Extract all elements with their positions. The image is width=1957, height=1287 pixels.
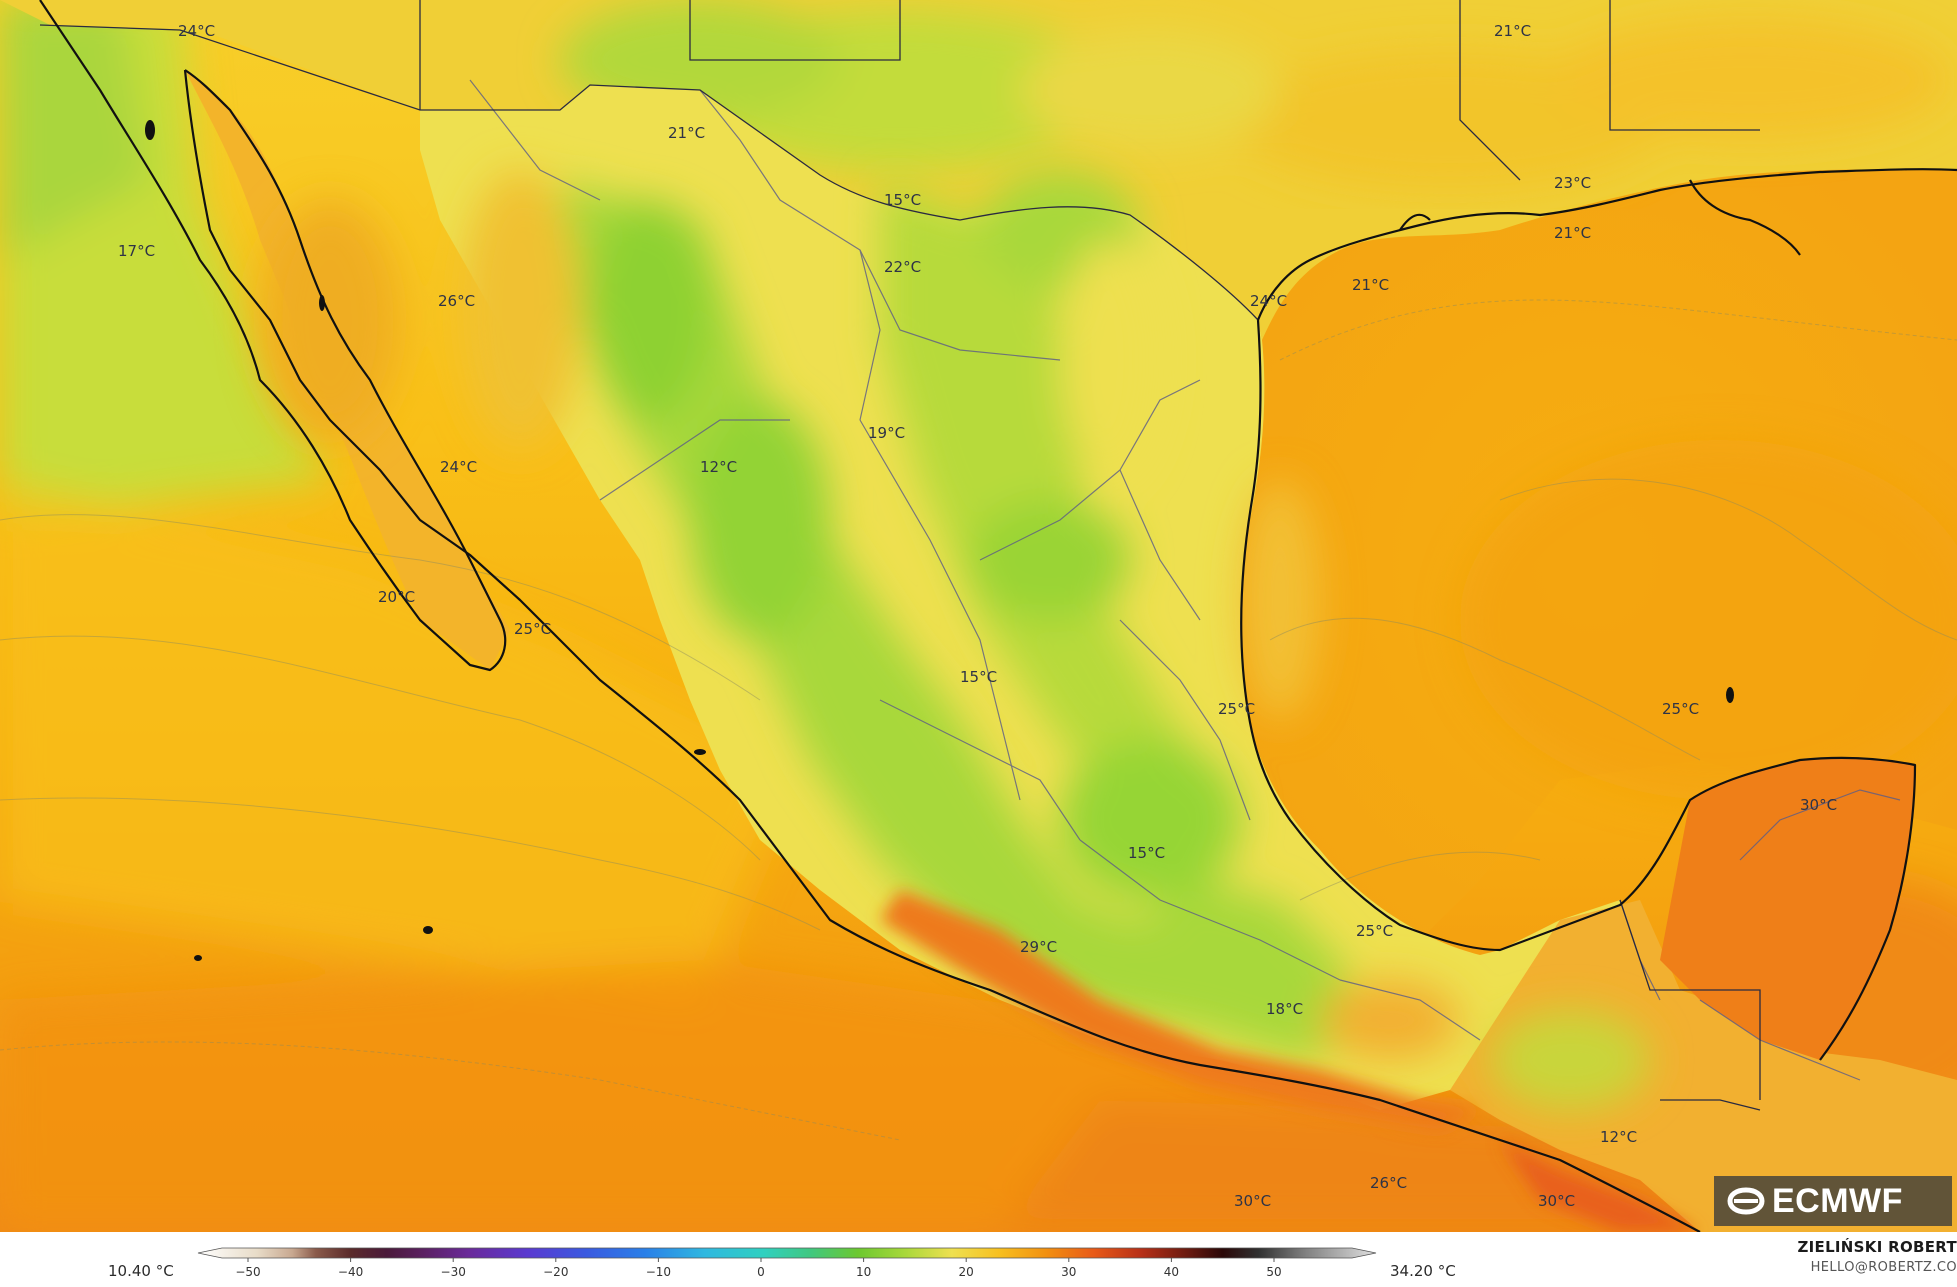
ecmwf-mark-icon xyxy=(1727,1187,1765,1215)
temp-label: 15°C xyxy=(884,191,921,209)
temp-label: 21°C xyxy=(1494,22,1531,40)
scale-tick-label: 20 xyxy=(959,1265,974,1279)
scale-tick-label: −30 xyxy=(441,1265,466,1279)
central-america xyxy=(1450,900,1957,1232)
temperature-map[interactable]: 24°C 21°C 21°C 23°C 21°C 15°C 17°C 22°C … xyxy=(0,0,1957,1232)
temperature-labels: 24°C 21°C 21°C 23°C 21°C 15°C 17°C 22°C … xyxy=(118,22,1837,1210)
temp-label: 25°C xyxy=(1218,700,1255,718)
scale-tick-label: 30 xyxy=(1061,1265,1076,1279)
temp-label: 15°C xyxy=(1128,844,1165,862)
temp-label: 26°C xyxy=(438,292,475,310)
temp-label: 15°C xyxy=(960,668,997,686)
country-borders xyxy=(39,0,1761,1111)
scale-tick-label: −50 xyxy=(235,1265,260,1279)
temp-label: 18°C xyxy=(1266,1000,1303,1018)
temp-label: 21°C xyxy=(1554,224,1591,242)
temp-label: 23°C xyxy=(1554,174,1591,192)
ecmwf-logo-text: ECMWF xyxy=(1772,1181,1903,1220)
ecmwf-logo: ECMWF xyxy=(1714,1176,1952,1226)
temp-label: 19°C xyxy=(868,424,905,442)
temp-label: 21°C xyxy=(1352,276,1389,294)
min-value-label: 10.40 °C xyxy=(108,1262,174,1280)
isotherm-contours xyxy=(0,299,1957,1141)
scale-tick-label: 40 xyxy=(1164,1265,1179,1279)
temp-label: 17°C xyxy=(118,242,155,260)
max-value-label: 34.20 °C xyxy=(1390,1262,1456,1280)
scale-tick-label: −40 xyxy=(338,1265,363,1279)
us-temperature-field xyxy=(560,0,1950,190)
temp-label: 25°C xyxy=(514,620,551,638)
scale-tick-label: 50 xyxy=(1266,1265,1281,1279)
color-scale-bar: −50 −40 −30 −20 −10 0 10 20 30 40 50 xyxy=(197,1247,1377,1279)
temp-label: 25°C xyxy=(1662,700,1699,718)
temp-label: 12°C xyxy=(700,458,737,476)
author-email: HELLO@ROBERTZ.CO xyxy=(1810,1260,1957,1275)
author-name: ZIELIŃSKI ROBERT xyxy=(1797,1238,1957,1256)
temp-label: 22°C xyxy=(884,258,921,276)
temp-label: 30°C xyxy=(1538,1192,1575,1210)
temp-label: 30°C xyxy=(1800,796,1837,814)
yucatan-peninsula xyxy=(1660,757,1915,1060)
scale-ticks: −50 −40 −30 −20 −10 0 10 20 30 40 50 xyxy=(235,1258,1282,1279)
temp-label: 24°C xyxy=(440,458,477,476)
temp-label: 12°C xyxy=(1600,1128,1637,1146)
temp-label: 20°C xyxy=(378,588,415,606)
scale-gradient xyxy=(197,1247,1377,1259)
legend-footer: 10.40 °C xyxy=(0,1232,1957,1287)
coastlines xyxy=(39,0,1957,1232)
state-borders xyxy=(469,79,1901,1081)
map-canvas: 24°C 21°C 21°C 23°C 21°C 15°C 17°C 22°C … xyxy=(0,0,1957,1232)
temp-label: 26°C xyxy=(1370,1174,1407,1192)
islands xyxy=(145,120,1734,961)
scale-tick-label: −10 xyxy=(646,1265,671,1279)
scale-tick-label: −20 xyxy=(543,1265,568,1279)
temp-label: 21°C xyxy=(668,124,705,142)
temp-label: 29°C xyxy=(1020,938,1057,956)
mexico-temperature-field xyxy=(260,170,1650,1110)
pacific-coast-heat xyxy=(880,890,1700,1232)
temp-label: 30°C xyxy=(1234,1192,1271,1210)
temp-label: 24°C xyxy=(178,22,215,40)
scale-tick-label: 10 xyxy=(856,1265,871,1279)
temp-label: 25°C xyxy=(1356,922,1393,940)
temp-label: 24°C xyxy=(1250,292,1287,310)
scale-tick-label: 0 xyxy=(757,1265,765,1279)
